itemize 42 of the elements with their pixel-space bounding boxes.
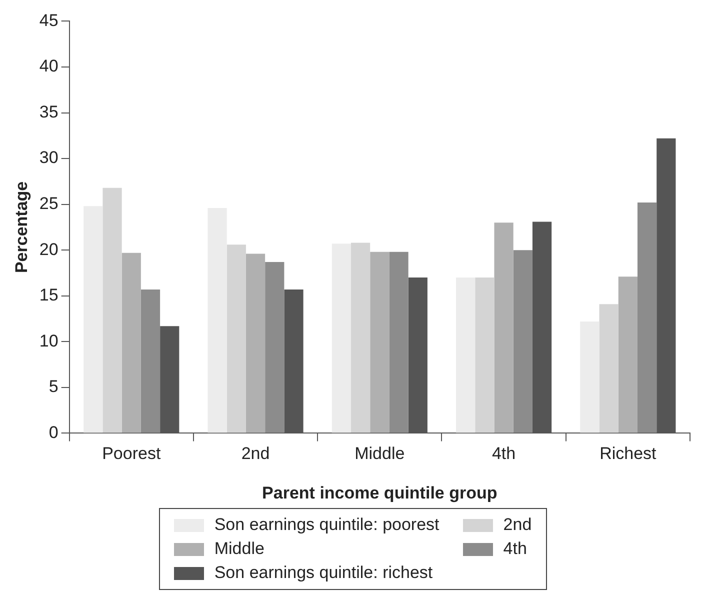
x-tick-label: 2nd <box>241 444 270 464</box>
bar <box>513 250 532 433</box>
x-tick-label: Richest <box>600 444 657 464</box>
bar <box>494 222 514 433</box>
bar <box>350 242 370 433</box>
bar <box>389 252 408 433</box>
legend-label: 4th <box>503 539 527 559</box>
legend-label: Son earnings quintile: poorest <box>214 515 440 535</box>
y-tick-label: 20 <box>39 240 58 259</box>
y-tick-label: 35 <box>39 102 58 122</box>
bar <box>102 188 122 433</box>
bar <box>580 322 600 433</box>
bar <box>456 278 476 433</box>
bar <box>208 208 227 433</box>
bar <box>84 206 103 433</box>
bar <box>370 252 390 433</box>
y-tick-label: 0 <box>48 422 58 442</box>
x-tick-label: Middle <box>354 444 405 464</box>
x-axis-title: Parent income quintile group <box>262 483 498 502</box>
bar <box>475 278 494 433</box>
bar <box>226 244 246 433</box>
bar <box>122 252 141 433</box>
bar <box>599 304 618 433</box>
y-tick-label: 15 <box>39 286 58 305</box>
y-tick-label: 30 <box>39 148 58 168</box>
y-tick-label: 25 <box>39 194 58 213</box>
bar <box>246 254 266 433</box>
y-tick-label: 40 <box>39 56 58 76</box>
legend-label: Son earnings quintile: richest <box>214 563 433 583</box>
x-tick-label: Poorest <box>102 444 161 464</box>
bar <box>637 202 657 433</box>
y-tick-label: 5 <box>48 377 58 396</box>
y-tick-label: 10 <box>39 331 58 350</box>
legend-label: 2nd <box>503 515 532 535</box>
y-axis-title: Percentage <box>12 181 31 274</box>
bar <box>332 244 351 433</box>
x-tick-label: 4th <box>492 444 516 464</box>
legend-label: Middle <box>214 539 264 559</box>
bar <box>618 276 638 433</box>
y-tick-label: 45 <box>39 10 58 30</box>
bar <box>265 262 284 433</box>
bar <box>140 289 160 433</box>
